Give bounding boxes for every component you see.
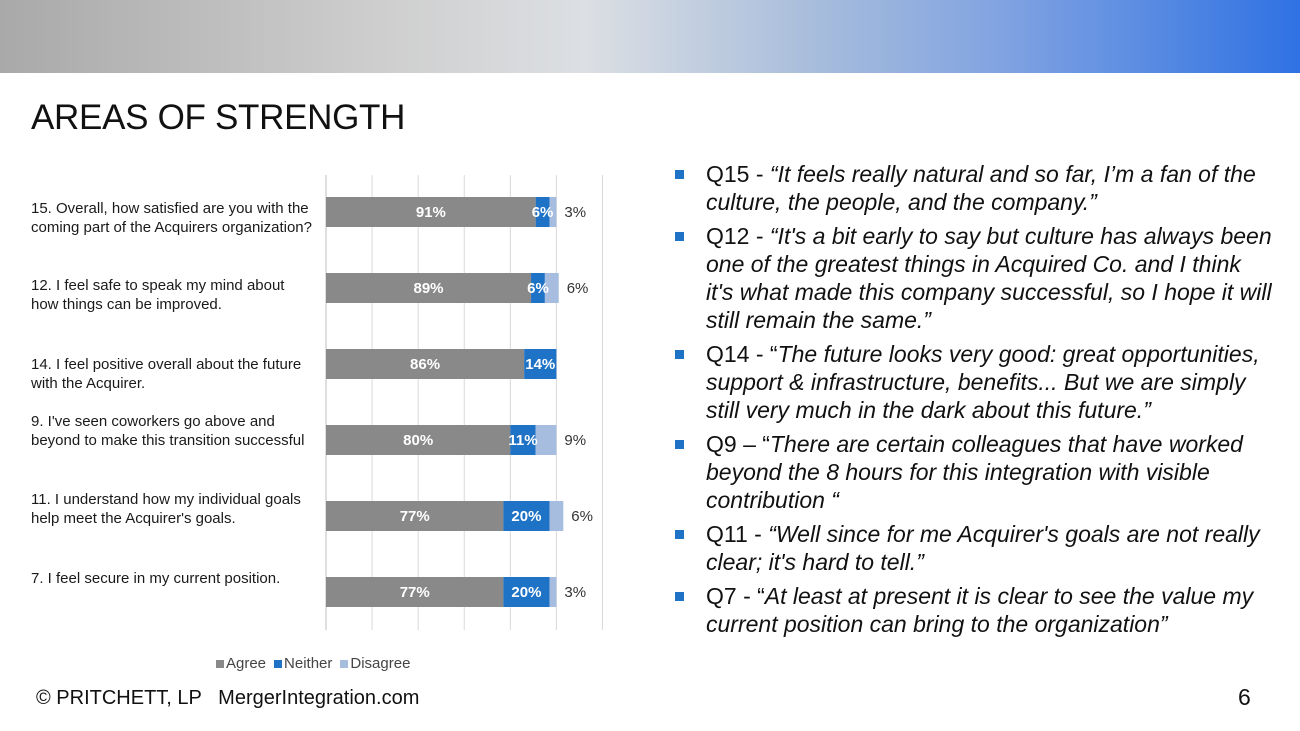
data-label-disagree: 6% <box>567 280 589 297</box>
bar-neither <box>535 197 550 227</box>
data-label-agree: 86% <box>410 356 440 373</box>
header-gradient-band <box>0 0 1300 73</box>
quote-text: The future looks very good: great opport… <box>706 341 1260 423</box>
quote-text: There are certain colleagues that have w… <box>706 431 1243 513</box>
bar-agree <box>326 577 504 607</box>
data-label-neither: 20% <box>511 508 541 525</box>
data-label-neither: 14% <box>525 356 555 373</box>
data-label-agree: 80% <box>403 432 433 449</box>
slide-title: AREAS OF STRENGTH <box>31 98 406 137</box>
quote-prefix: Q15 - <box>706 161 770 187</box>
quote-text: “Well since for me Acquirer's goals are … <box>706 521 1260 575</box>
quote-q11: Q11 - “Well since for me Acquirer's goal… <box>672 520 1272 576</box>
question-label: 14. I feel positive overall about the fu… <box>31 356 302 392</box>
data-label-neither: 6% <box>532 204 554 221</box>
stacked-bar-chart: 91% 6% 3% 89% 6% 6% 86% 14% 80% 11% 9% 77% 20% 6% 77% 2… <box>325 175 603 630</box>
bar-agree <box>326 349 525 379</box>
square-bullet-icon <box>675 232 684 241</box>
legend-swatch-neither <box>274 659 283 668</box>
data-label-disagree: 6% <box>571 508 593 525</box>
bar-disagree <box>544 273 559 303</box>
question-label: 7. I feel secure in my current position. <box>31 570 281 587</box>
bar-neither <box>531 273 545 303</box>
question-label: 9. I've seen coworkers go above and beyo… <box>31 413 305 449</box>
bar-neither <box>503 577 550 607</box>
question-label: 11. I understand how my individual goals… <box>31 491 301 527</box>
page-number: 6 <box>1238 684 1251 710</box>
legend-swatch-disagree <box>340 659 349 668</box>
quote-text: At least at present it is clear to see t… <box>706 583 1254 637</box>
bar-agree <box>326 425 511 455</box>
square-bullet-icon <box>675 530 684 539</box>
bar-disagree <box>549 501 564 531</box>
data-label-disagree: 3% <box>564 204 586 221</box>
bar-agree <box>326 273 532 303</box>
quotes-list: Q15 - “It feels really natural and so fa… <box>672 160 1272 644</box>
quote-prefix: Q12 - <box>706 223 770 249</box>
quote-q15: Q15 - “It feels really natural and so fa… <box>672 160 1272 216</box>
question-label: 12. I feel safe to speak my mind about h… <box>31 277 285 313</box>
legend-label-agree: Agree <box>226 655 267 672</box>
bar-disagree <box>535 425 557 455</box>
data-label-agree: 77% <box>400 508 430 525</box>
bar-disagree <box>549 577 557 607</box>
legend-agree: Agree <box>216 655 266 672</box>
quote-q9: Q9 – “There are certain colleagues that … <box>672 430 1272 514</box>
data-label-neither: 11% <box>508 432 537 449</box>
data-label-agree: 77% <box>400 584 430 601</box>
square-bullet-icon <box>675 440 684 449</box>
quote-prefix: Q11 - <box>706 521 769 547</box>
square-bullet-icon <box>675 592 684 601</box>
bar-neither <box>524 349 557 379</box>
quote-prefix: Q14 - “ <box>706 341 778 367</box>
footer-copyright: © PRITCHETT, LP MergerIntegration.com <box>36 687 420 709</box>
legend-label-disagree: Disagree <box>350 655 411 672</box>
bar-agree <box>326 501 504 531</box>
legend-label-neither: Neither <box>284 655 333 672</box>
data-label-agree: 91% <box>416 204 446 221</box>
bar-neither <box>503 501 550 531</box>
quote-text: “It feels really natural and so far, I’m… <box>706 161 1256 215</box>
data-label-neither: 6% <box>527 280 549 297</box>
data-label-disagree: 3% <box>564 584 586 601</box>
quote-text: “It's a bit early to say but culture has… <box>706 223 1272 333</box>
question-label: 15. Overall, how satisfied are you with … <box>31 200 312 236</box>
square-bullet-icon <box>675 350 684 359</box>
bar-disagree <box>549 197 557 227</box>
legend-neither: Neither <box>274 655 332 672</box>
quote-prefix: Q7 - “ <box>706 583 765 609</box>
square-bullet-icon <box>675 170 684 179</box>
data-label-agree: 89% <box>414 280 444 297</box>
quote-prefix: Q9 – “ <box>706 431 770 457</box>
quote-q14: Q14 - “The future looks very good: great… <box>672 340 1272 424</box>
data-label-disagree: 9% <box>564 432 586 449</box>
bar-agree <box>326 197 536 227</box>
legend-swatch-agree <box>216 659 224 668</box>
quote-q12: Q12 - “It's a bit early to say but cultu… <box>672 222 1272 334</box>
data-label-neither: 20% <box>511 584 541 601</box>
quote-q7: Q7 - “At least at present it is clear to… <box>672 582 1272 638</box>
bar-neither <box>510 425 536 455</box>
chart-legend: Agree Neither Disagree <box>216 655 410 672</box>
legend-disagree: Disagree <box>340 655 410 672</box>
